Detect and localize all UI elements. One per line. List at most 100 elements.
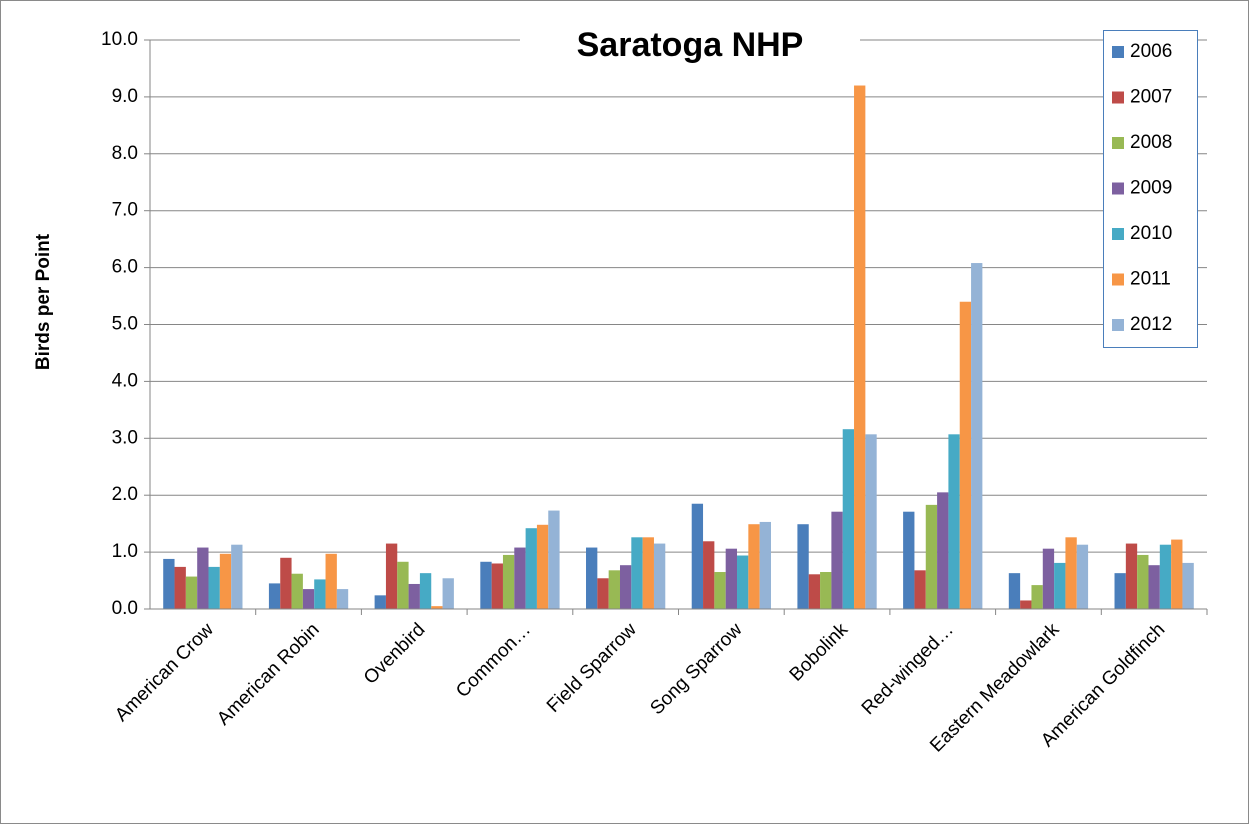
y-tick-label: 9.0 <box>112 86 138 107</box>
bar <box>442 578 454 609</box>
bar <box>185 576 198 609</box>
y-tick-label: 6.0 <box>112 257 138 278</box>
legend-label: 2007 <box>1130 87 1172 108</box>
legend-label: 2011 <box>1130 269 1171 290</box>
y-tick-label: 7.0 <box>112 200 138 221</box>
bar <box>865 434 877 609</box>
bar <box>1182 562 1194 609</box>
bar <box>1020 600 1032 609</box>
y-tick-label: 2.0 <box>112 484 138 505</box>
y-tick-label: 4.0 <box>112 370 138 391</box>
bar <box>268 583 281 609</box>
bar <box>903 511 915 609</box>
bar <box>1042 548 1055 609</box>
legend-swatch <box>1112 182 1124 195</box>
bar <box>642 537 654 609</box>
bar <box>653 543 666 609</box>
bar <box>714 572 726 609</box>
legend-label: 2009 <box>1130 178 1172 199</box>
legend-swatch <box>1112 91 1124 104</box>
y-tick-label: 8.0 <box>112 143 138 164</box>
bar <box>314 579 326 609</box>
bar <box>291 573 303 609</box>
legend-label: 2010 <box>1130 223 1172 244</box>
bar <box>820 572 832 609</box>
legend-label: 2008 <box>1130 132 1172 153</box>
bar <box>1148 565 1160 609</box>
title-bg <box>520 20 860 70</box>
bar <box>219 553 232 609</box>
bars <box>163 85 1194 609</box>
bar <box>1031 585 1043 609</box>
grid <box>150 39 1207 610</box>
bar <box>491 563 503 609</box>
bar <box>336 589 349 609</box>
bar <box>703 541 715 609</box>
bar <box>808 574 821 609</box>
bar <box>397 561 409 609</box>
bar <box>174 566 186 609</box>
bar <box>374 595 386 609</box>
bar <box>1159 544 1172 609</box>
bar <box>231 544 243 609</box>
legend-swatch <box>1112 46 1124 58</box>
legend-swatch <box>1112 319 1124 331</box>
bar <box>419 573 432 609</box>
bar <box>619 565 632 609</box>
legend-swatch <box>1112 137 1124 149</box>
bar <box>548 510 560 609</box>
bar <box>586 547 598 609</box>
bar <box>325 553 337 609</box>
legend-label: 2012 <box>1130 314 1172 335</box>
bar <box>925 504 938 609</box>
bar <box>502 554 515 609</box>
bar <box>525 528 537 609</box>
bar <box>163 558 175 609</box>
bar <box>914 570 926 609</box>
bar <box>280 557 292 609</box>
bar <box>408 583 420 609</box>
bar <box>831 511 843 609</box>
y-axis-label: Birds per Point <box>33 233 54 370</box>
bar <box>480 561 492 609</box>
chart-title: Saratoga NHP <box>577 26 804 64</box>
bar <box>737 555 749 609</box>
bar <box>748 524 760 609</box>
bar <box>197 547 209 609</box>
bar <box>691 503 704 609</box>
bar <box>797 524 809 609</box>
bar <box>208 566 220 609</box>
bar <box>759 521 771 609</box>
bar <box>1076 544 1089 609</box>
bar <box>514 547 526 609</box>
bar <box>959 301 972 609</box>
bar <box>536 524 549 609</box>
legend-swatch <box>1112 228 1124 240</box>
bar <box>842 429 855 609</box>
y-tick-label: 0.0 <box>112 598 138 619</box>
bar <box>1114 573 1126 609</box>
bar <box>608 570 620 609</box>
bar <box>631 537 643 609</box>
bar <box>597 578 609 609</box>
y-tick-label: 3.0 <box>112 427 138 448</box>
y-tick-label: 5.0 <box>112 314 138 335</box>
bar <box>971 263 983 609</box>
bar <box>385 543 398 609</box>
bar <box>725 548 738 609</box>
bar <box>937 492 949 609</box>
bar <box>1054 562 1066 609</box>
bar <box>431 606 443 609</box>
y-tick-label: 10.0 <box>101 29 138 50</box>
y-tick-label: 1.0 <box>112 541 138 562</box>
legend-label: 2006 <box>1130 41 1172 62</box>
bar <box>302 589 315 609</box>
bar <box>948 434 960 609</box>
bar <box>1008 573 1021 609</box>
bar <box>1137 554 1149 609</box>
bar <box>1125 543 1138 609</box>
bar <box>1065 537 1077 609</box>
bar <box>1171 539 1183 609</box>
